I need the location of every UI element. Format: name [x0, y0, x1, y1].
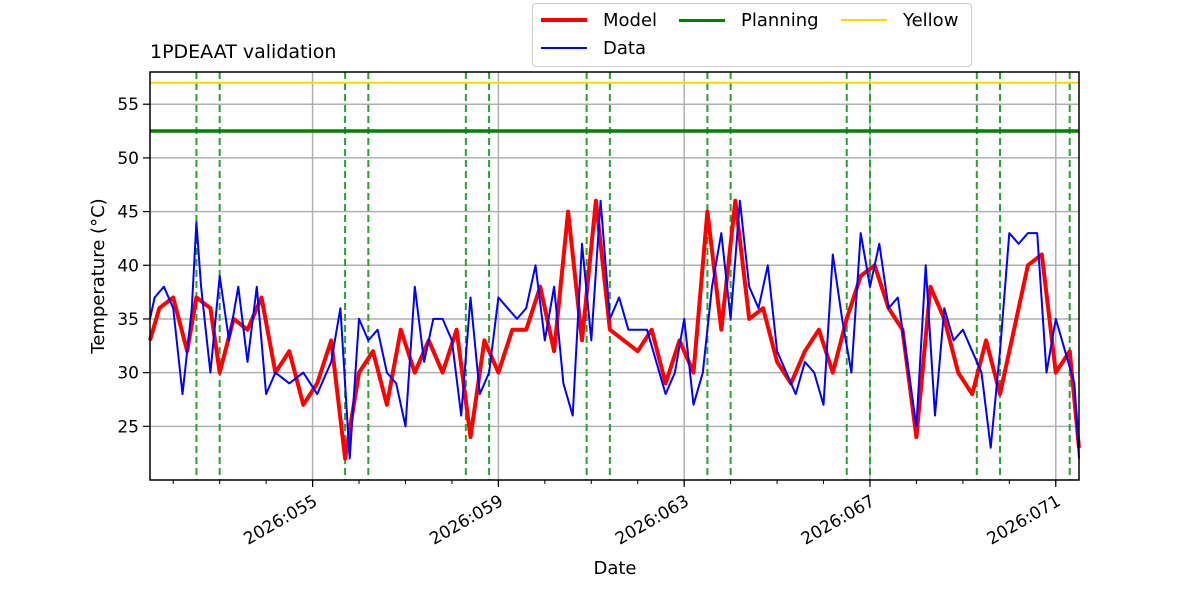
- y-tick-label: 35: [117, 310, 139, 330]
- x-tick-label: 2026:067: [798, 491, 879, 549]
- x-tick-label: 2026:055: [241, 491, 322, 549]
- legend-item-model: Model: [541, 8, 657, 32]
- y-axis-label: Temperature (°C): [88, 198, 109, 354]
- chart-title: 1PDEAAT validation: [150, 41, 336, 63]
- legend-label-data: Data: [603, 37, 646, 59]
- y-tick-label: 25: [117, 417, 139, 437]
- legend-label-planning: Planning: [741, 9, 819, 31]
- legend-swatch-yellow: [841, 19, 887, 21]
- y-tick-label: 55: [117, 95, 139, 115]
- legend-item-yellow: Yellow: [841, 8, 958, 32]
- y-tick-label: 50: [117, 149, 139, 169]
- legend: Model Data Planning Yellow: [532, 3, 972, 67]
- legend-item-data: Data: [541, 36, 646, 60]
- legend-swatch-model: [541, 18, 587, 22]
- legend-swatch-data: [541, 47, 587, 49]
- x-tick-label: 2026:059: [426, 491, 507, 549]
- x-tick-layer: 2026:055 2026:059 2026:063 2026:067 2026:071: [172, 480, 1065, 549]
- y-tick-label: 40: [117, 256, 139, 276]
- x-tick-label: 2026:071: [984, 491, 1065, 549]
- vertical-marker-layer: [195, 72, 1071, 480]
- series-layer: [148, 198, 1081, 461]
- legend-swatch-planning: [679, 18, 725, 22]
- plot-frame: [149, 71, 1080, 481]
- grid-layer: [150, 72, 1079, 480]
- y-tick-label: 45: [117, 203, 139, 223]
- y-tick-label: 30: [117, 364, 139, 384]
- x-tick-label: 2026:063: [612, 491, 693, 549]
- y-tick-layer: 25 30 35 40 45 50 55: [117, 95, 150, 437]
- legend-item-planning: Planning: [679, 8, 819, 32]
- x-axis-label: Date: [593, 558, 636, 579]
- limit-line-layer: [150, 81, 1079, 133]
- legend-label-model: Model: [603, 9, 658, 31]
- legend-label-yellow: Yellow: [903, 9, 959, 31]
- series-line-model: [148, 198, 1081, 461]
- series-line-data: [149, 199, 1080, 460]
